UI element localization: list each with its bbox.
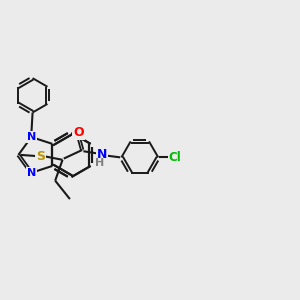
Text: N: N xyxy=(97,148,107,161)
Text: N: N xyxy=(27,132,36,142)
Text: S: S xyxy=(36,150,45,163)
Text: O: O xyxy=(73,126,84,139)
Text: N: N xyxy=(27,168,36,178)
Text: Cl: Cl xyxy=(169,151,181,164)
Text: H: H xyxy=(95,158,104,169)
